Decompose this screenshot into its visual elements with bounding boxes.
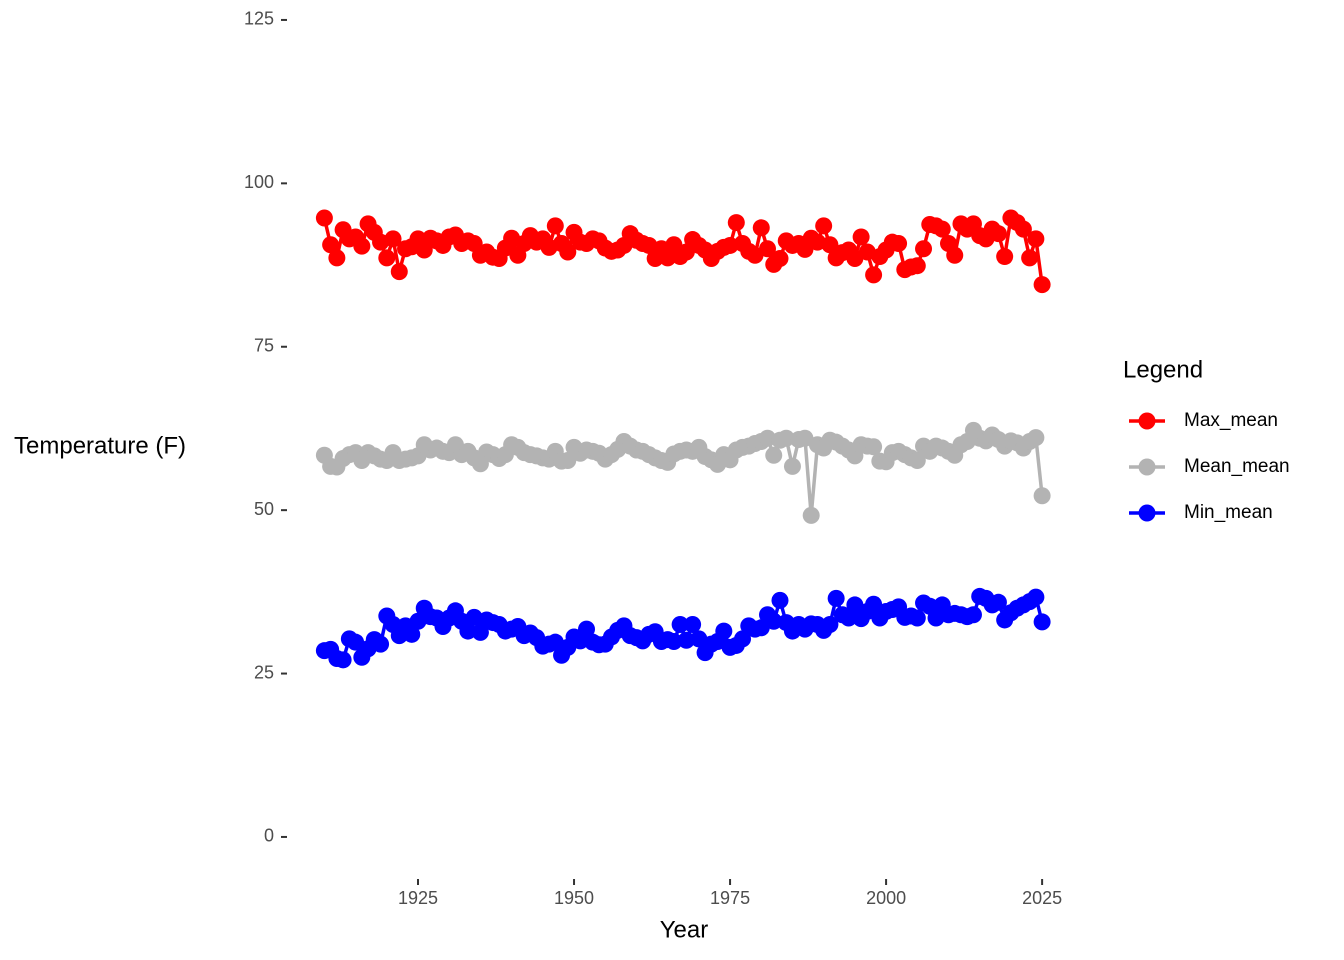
y-tick-label: 0 — [264, 826, 274, 846]
data-point — [765, 446, 783, 464]
data-point — [347, 633, 365, 651]
data-point — [334, 651, 352, 669]
data-point — [908, 451, 926, 469]
data-point — [684, 616, 702, 634]
legend-title: Legend — [1123, 356, 1203, 383]
x-tick-label: 1950 — [554, 888, 594, 908]
y-tick-label: 25 — [254, 662, 274, 682]
data-point — [1033, 276, 1051, 294]
legend-label: Mean_mean — [1184, 456, 1290, 477]
data-point — [846, 596, 864, 614]
data-point — [715, 622, 733, 640]
x-tick-label: 1975 — [710, 888, 750, 908]
data-point — [546, 217, 564, 235]
data-point — [865, 266, 883, 284]
data-point — [815, 217, 833, 235]
data-point — [677, 631, 695, 649]
data-point — [821, 236, 839, 254]
data-point — [908, 257, 926, 275]
data-point — [752, 619, 770, 637]
data-point — [783, 457, 801, 475]
legend-key-point — [1138, 458, 1156, 476]
data-point — [908, 609, 926, 627]
data-point — [1033, 613, 1051, 631]
data-point — [846, 250, 864, 268]
data-point — [403, 625, 421, 643]
y-tick-label: 125 — [244, 9, 274, 29]
legend-label: Min_mean — [1184, 502, 1273, 523]
data-point — [759, 429, 777, 447]
data-point — [328, 249, 346, 267]
legend-key-point — [1138, 504, 1156, 522]
data-point — [384, 230, 402, 248]
legend-key-point — [1138, 412, 1156, 430]
data-point — [1033, 487, 1051, 505]
data-point — [734, 630, 752, 648]
data-point — [559, 243, 577, 261]
data-point — [727, 214, 745, 232]
data-point — [665, 633, 683, 651]
data-point — [915, 240, 933, 258]
data-point — [964, 606, 982, 624]
data-point — [659, 249, 677, 267]
data-point — [759, 240, 777, 258]
data-point — [559, 451, 577, 469]
data-point — [390, 263, 408, 281]
data-point — [1021, 249, 1039, 267]
data-point — [989, 593, 1007, 611]
data-point — [578, 620, 596, 638]
data-point — [890, 234, 908, 252]
data-point — [459, 622, 477, 640]
data-point — [721, 236, 739, 254]
data-point — [996, 248, 1014, 266]
x-axis-title: Year — [660, 916, 709, 943]
data-point — [840, 609, 858, 627]
y-tick-label: 75 — [254, 336, 274, 356]
data-point — [821, 616, 839, 634]
data-point — [353, 237, 371, 255]
data-point — [1027, 429, 1045, 447]
data-point — [771, 591, 789, 609]
data-point — [322, 236, 340, 254]
y-axis-title: Temperature (F) — [14, 432, 186, 459]
data-point — [989, 225, 1007, 243]
data-point — [752, 219, 770, 237]
data-point — [802, 506, 820, 524]
data-point — [746, 246, 764, 264]
data-point — [946, 246, 964, 264]
data-point — [378, 249, 396, 267]
data-point — [315, 209, 333, 227]
data-point — [865, 438, 883, 456]
data-point — [1014, 220, 1032, 238]
y-tick-label: 100 — [244, 172, 274, 192]
data-point — [777, 429, 795, 447]
data-point — [865, 595, 883, 613]
data-point — [771, 250, 789, 268]
legend-label: Max_mean — [1184, 410, 1278, 431]
data-point — [933, 220, 951, 238]
data-point — [852, 228, 870, 246]
data-point — [765, 612, 783, 630]
data-point — [796, 429, 814, 447]
x-tick-label: 2025 — [1022, 888, 1062, 908]
x-tick-label: 2000 — [866, 888, 906, 908]
y-tick-label: 50 — [254, 499, 274, 519]
x-tick-label: 1925 — [398, 888, 438, 908]
data-point — [671, 616, 689, 634]
data-point — [1027, 588, 1045, 606]
data-point — [1027, 230, 1045, 248]
data-point — [372, 635, 390, 653]
data-point — [827, 589, 845, 607]
